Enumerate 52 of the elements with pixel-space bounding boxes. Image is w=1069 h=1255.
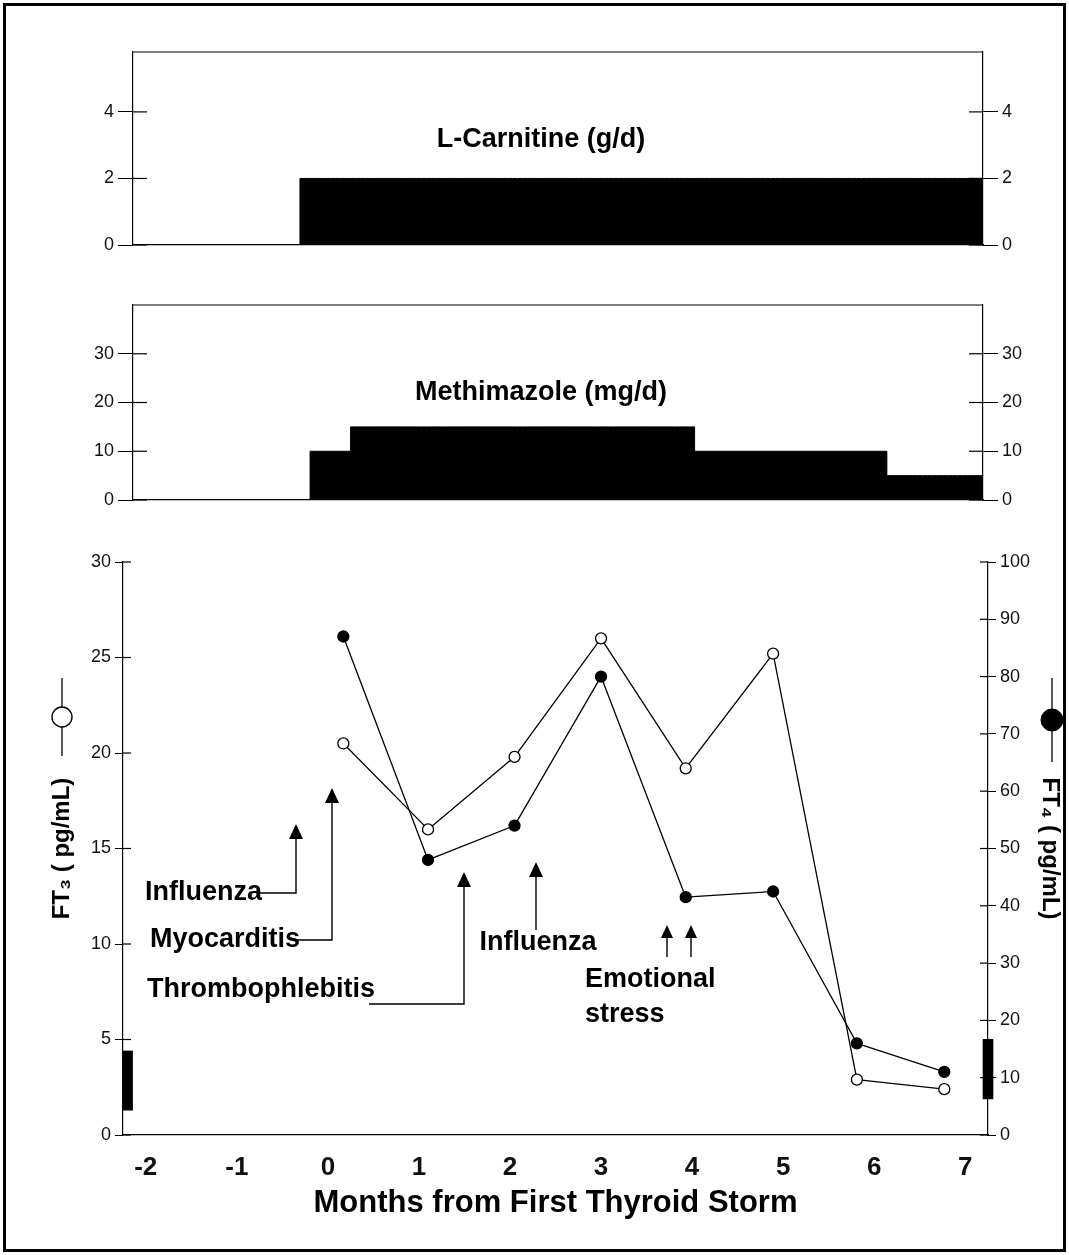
annotation: Thrombophlebitis (147, 973, 375, 1004)
y2-tick-label: 50 (1000, 837, 1021, 858)
y2-tick-label: 2 (1002, 167, 1013, 188)
x-tick-label: -2 (134, 1150, 158, 1181)
annotation: Influenza (144, 876, 263, 907)
y2-tick-label: 20 (1000, 1009, 1021, 1030)
y2-tick-label: 100 (1000, 550, 1031, 571)
x-tick-label: 5 (775, 1150, 791, 1181)
y-tick-label: 10 (93, 440, 114, 461)
x-tick-label: 1 (411, 1150, 427, 1181)
y-tick-label: 0 (103, 233, 114, 254)
annotation: Influenza (479, 926, 598, 957)
y-tick-label: 20 (90, 741, 111, 762)
x-tick-label: 6 (866, 1150, 882, 1181)
y2-tick-label: 0 (1000, 1123, 1011, 1144)
y-tick-label: 5 (100, 1028, 111, 1049)
y-tick-label: 10 (90, 932, 111, 953)
annotation: Emotional stress (585, 963, 716, 1029)
y2-tick-label: 0 (1002, 233, 1013, 254)
annotation: Myocarditis (149, 923, 300, 954)
x-tick-label: 2 (502, 1150, 518, 1181)
y-tick-label: 15 (90, 837, 111, 858)
x-tick-label: 3 (593, 1150, 609, 1181)
y-tick-label: 30 (93, 342, 114, 363)
y2-tick-label: 40 (1000, 894, 1021, 915)
text: L-Carnitine (g/d) (436, 123, 646, 154)
y-tick-label: 4 (103, 100, 114, 121)
x-axis-title: Months from First Thyroid Storm (313, 1183, 798, 1219)
y2-tick-label: 80 (1000, 665, 1021, 686)
y2-tick-label: 30 (1002, 342, 1023, 363)
y-tick-label: 25 (90, 646, 111, 667)
y2-tick-label: 90 (1000, 608, 1021, 629)
x-tick-label: 4 (684, 1150, 700, 1181)
y2-tick-label: 70 (1000, 722, 1021, 743)
y2-tick-label: 10 (1000, 1066, 1021, 1087)
y-tick-label: 30 (90, 550, 111, 571)
text: Methimazole (mg/d) (414, 376, 668, 407)
y2-tick-label: 10 (1002, 440, 1023, 461)
y2-tick-label: 20 (1002, 391, 1023, 412)
y2-tick-label: 60 (1000, 780, 1021, 801)
x-tick-label: 0 (320, 1150, 336, 1181)
y-tick-label: 20 (93, 391, 114, 412)
y-tick-label: 0 (100, 1123, 111, 1144)
y2-tick-label: 0 (1002, 488, 1013, 509)
y-tick-label: 2 (103, 167, 114, 188)
x-tick-label: -1 (225, 1150, 249, 1181)
y2-axis-title: FT₄ ( pg/mL) (1037, 777, 1065, 920)
y2-tick-label: 4 (1002, 100, 1013, 121)
y-axis-title: FT₃ ( pg/mL) (47, 777, 75, 920)
x-tick-label: 7 (958, 1150, 973, 1181)
y2-tick-label: 30 (1000, 952, 1021, 973)
y-tick-label: 0 (103, 488, 114, 509)
